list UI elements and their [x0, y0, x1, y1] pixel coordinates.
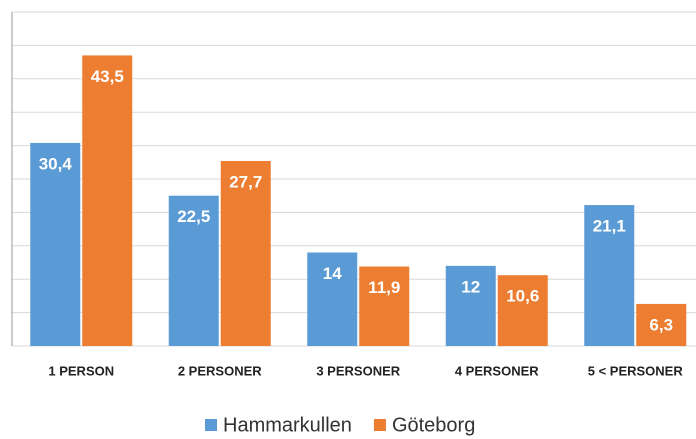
value-label: 11,9 [368, 278, 400, 297]
value-label: 10,6 [506, 287, 539, 306]
bar [636, 303, 687, 346]
value-label: 30,4 [39, 154, 73, 173]
bar [168, 195, 219, 346]
value-label: 21,1 [593, 217, 626, 236]
value-label: 14 [323, 264, 342, 283]
legend-label: Hammarkullen [223, 414, 352, 436]
legend-label: Göteborg [392, 414, 475, 436]
value-label: 43,5 [91, 67, 124, 86]
value-label: 22,5 [177, 207, 210, 226]
x-tick-label: 3 PERSONER [316, 363, 400, 378]
bar [82, 55, 133, 347]
value-label: 12 [461, 277, 480, 296]
x-tick-label: 2 PERSONER [178, 363, 262, 378]
x-tick-label: 1 PERSON [48, 363, 114, 378]
bar [30, 142, 81, 346]
x-tick-label: 4 PERSONER [455, 363, 539, 378]
value-label: 6,3 [649, 315, 673, 334]
bar [584, 205, 635, 346]
bar [220, 160, 271, 346]
legend-swatch [373, 419, 386, 431]
value-label: 27,7 [229, 172, 262, 191]
x-tick-label: 5 < PERSONER [588, 363, 684, 378]
bar [445, 265, 496, 346]
bar [307, 252, 358, 346]
bar [497, 275, 548, 346]
legend-swatch [205, 419, 217, 431]
bar [359, 266, 410, 346]
